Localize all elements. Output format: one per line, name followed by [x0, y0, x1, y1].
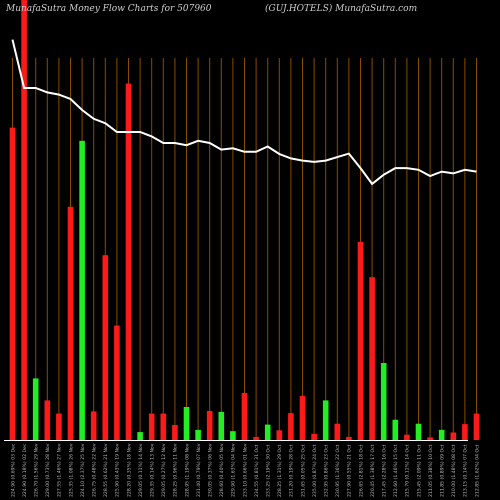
- x-tick-label: 229.00 (0.73%) 28 Nov: [45, 443, 51, 497]
- flow-bar: [450, 432, 457, 440]
- x-tick-label: 233.10 (0.66%) 01 Nov: [242, 443, 248, 497]
- x-tick-label: 232.95 (0.86%) 23 Oct: [324, 444, 330, 497]
- x-tick-label: 213.15 (0.14%) 07 Oct: [463, 444, 469, 497]
- x-tick-label: 226.65 (2.81%) 18 Oct: [358, 444, 364, 497]
- x-tick-label: 224.90 (0.69%) 03 Dec: [10, 443, 16, 497]
- flow-bar: [32, 378, 39, 440]
- x-tick-label: 215.70 (0.11%) 14 Oct: [405, 444, 411, 497]
- x-tick-label: 225.35 (1.08%) 26 Nov: [68, 443, 74, 497]
- x-tick-label: 210.00 (1.48%) 08 Oct: [451, 444, 457, 497]
- chart-header-left: MunafaSutra Money Flow Charts for 507960: [6, 4, 212, 14]
- x-tick-label: 212.85 (1.62%) 04 Oct: [474, 444, 480, 497]
- flow-bar: [172, 425, 178, 440]
- flow-bar: [160, 413, 167, 440]
- x-tick-label: 229.05 (0.11%) 14 Nov: [138, 443, 144, 497]
- x-tick-label: 211.05 (0.38%) 10 Oct: [428, 444, 434, 497]
- flow-bar: [264, 424, 271, 440]
- x-tick-label: 234.55 (0.81%) 31 Oct: [254, 444, 260, 497]
- flow-bar: [415, 423, 422, 440]
- flow-bar: [44, 400, 51, 440]
- flow-bar: [230, 431, 236, 440]
- x-tick-label: 215.45 (2.09%) 11 Oct: [416, 444, 422, 497]
- x-tick-label: 228.60 (0.40%) 05 Nov: [219, 443, 225, 497]
- x-tick-label: 228.20 (0.35%) 18 Nov: [126, 443, 132, 497]
- chart-header-right: (GUJ.HOTELS) MunafaSutra.com: [265, 4, 418, 14]
- flow-bar: [21, 0, 27, 440]
- x-tick-label: 227.55 (1.46%) 27 Nov: [57, 443, 63, 497]
- flow-bar: [276, 430, 283, 440]
- flow-bar: [183, 407, 190, 440]
- x-tick-label: 228.55 (0.62%) 21 Nov: [103, 443, 109, 497]
- flow-bar: [241, 392, 248, 440]
- flow-bar: [102, 255, 109, 440]
- x-tick-label: 235.00 (0.87%) 24 Oct: [312, 444, 318, 497]
- flow-bar: [67, 206, 74, 440]
- x-tick-label: 229.05 (0.27%) 12 Nov: [161, 443, 167, 497]
- x-tick-label: 228.95 (1.19%) 08 Nov: [184, 443, 190, 497]
- x-tick-label: 231.40 (0.79%) 07 Nov: [196, 443, 202, 497]
- price-line: [11, 39, 477, 186]
- x-tick-label: 226.70 (1.56%) 29 Nov: [34, 443, 40, 497]
- x-tick-label: 224.10 (2.37%) 25 Nov: [80, 443, 86, 497]
- x-tick-label: 226.75 (0.48%) 22 Nov: [92, 443, 98, 497]
- flow-bar: [357, 242, 364, 440]
- flow-bar: [56, 413, 62, 440]
- x-tick-label: 229.35 (0.14%) 13 Nov: [150, 443, 156, 497]
- flow-bar: [369, 277, 375, 440]
- flow-bar: [438, 429, 445, 440]
- x-tick-label: 211.85 (0.89%) 09 Oct: [440, 444, 446, 497]
- flow-bar: [137, 432, 143, 440]
- x-tick-label: 224.90 (0.18%) 02 Dec: [22, 443, 28, 497]
- x-tick-label: 220.45 (1.38%) 17 Oct: [370, 444, 376, 497]
- x-tick-label: 233.25 (2.19%) 30 Oct: [266, 444, 272, 497]
- x-tick-label: 230.05 (0.37%) 06 Nov: [208, 443, 214, 497]
- flow-bar: [404, 434, 410, 440]
- x-tick-label: 231.20 (0.19%) 28 Oct: [289, 444, 295, 497]
- flow-bar: [427, 437, 433, 440]
- x-tick-label: 227.90 (0.55%) 21 Oct: [347, 444, 353, 497]
- x-tick-label: 228.25 (0.96%) 11 Nov: [173, 443, 179, 497]
- flow-bar: [462, 424, 468, 440]
- flow-bar: [125, 83, 132, 440]
- flow-bar: [206, 410, 213, 440]
- flow-bar: [473, 413, 480, 440]
- flow-bar: [114, 325, 120, 440]
- flow-bar: [253, 436, 259, 440]
- flow-bar: [218, 411, 225, 440]
- flow-bar: [79, 140, 85, 441]
- flow-bar: [380, 363, 387, 440]
- flow-bar: [392, 419, 399, 440]
- flow-bar: [288, 413, 294, 440]
- flow-bar: [346, 436, 352, 440]
- flow-bar: [299, 396, 306, 440]
- x-tick-label: 225.90 (0.43%) 19 Nov: [115, 443, 121, 497]
- x-tick-label: 229.90 (1.63%) 04 Nov: [231, 443, 237, 497]
- flow-bar: [322, 400, 329, 440]
- x-tick-label: 212.60 (1.46%) 15 Oct: [393, 444, 399, 497]
- x-tick-label: 230.95 (1.36%) 22 Oct: [335, 444, 341, 497]
- flow-bar: [311, 433, 317, 440]
- flow-bar: [90, 411, 97, 440]
- flow-bar: [334, 423, 341, 440]
- x-tick-label: 217.45 (2.28%) 16 Oct: [382, 444, 388, 497]
- flow-bar: [195, 429, 201, 440]
- x-tick-label: 231.65 (0.05%) 25 Oct: [300, 444, 306, 497]
- x-tick-label: 228.25 (1.31%) 29 Oct: [277, 444, 283, 497]
- flow-bar: [148, 413, 155, 440]
- flow-bar: [9, 127, 16, 440]
